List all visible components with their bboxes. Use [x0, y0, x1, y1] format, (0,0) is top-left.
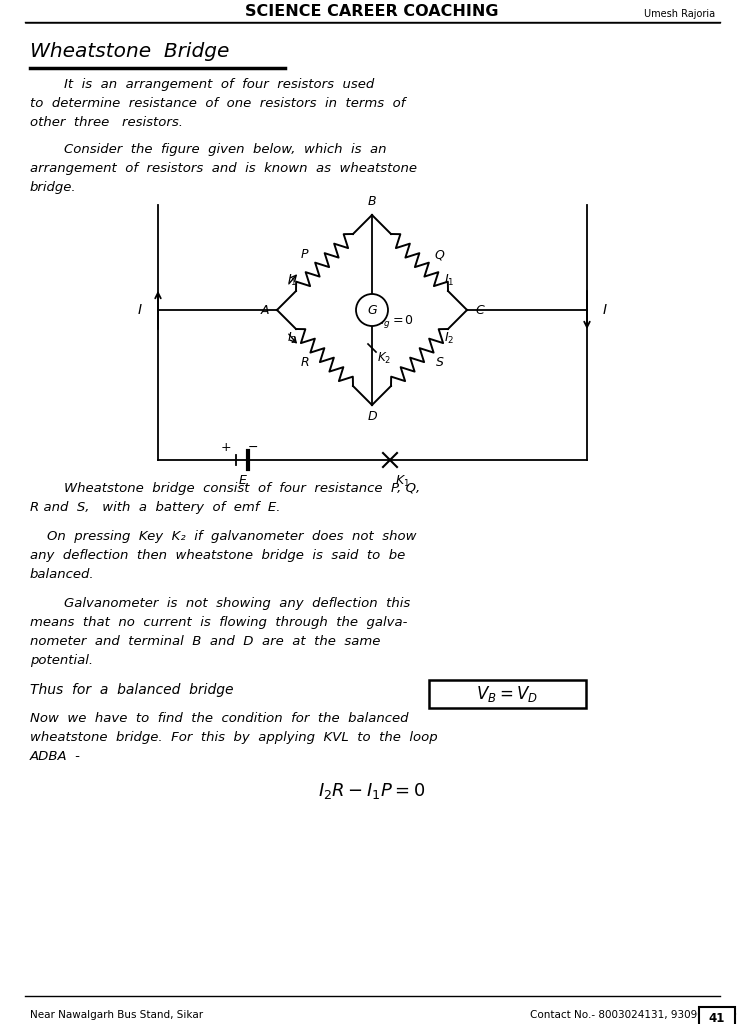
Text: any  deflection  then  wheatstone  bridge  is  said  to  be: any deflection then wheatstone bridge is… [30, 549, 405, 562]
Text: $K_2$: $K_2$ [377, 351, 391, 367]
Circle shape [356, 294, 388, 326]
Text: +: + [221, 441, 231, 454]
Text: SCIENCE CAREER COACHING: SCIENCE CAREER COACHING [245, 4, 498, 19]
Text: wheatstone  bridge.  For  this  by  applying  KVL  to  the  loop: wheatstone bridge. For this by applying … [30, 731, 437, 744]
Text: It  is  an  arrangement  of  four  resistors  used: It is an arrangement of four resistors u… [30, 78, 374, 91]
Text: $I_2$: $I_2$ [444, 331, 454, 345]
Text: E: E [239, 474, 247, 487]
Text: $I_1$: $I_1$ [444, 272, 454, 288]
Text: Contact No.- 8003024131, 9309068859: Contact No.- 8003024131, 9309068859 [530, 1010, 737, 1020]
Text: $V_B  =  V_D$: $V_B = V_D$ [477, 684, 539, 705]
Text: $I_1$: $I_1$ [287, 272, 297, 288]
Text: to  determine  resistance  of  one  resistors  in  terms  of: to determine resistance of one resistors… [30, 97, 405, 110]
Text: nometer  and  terminal  B  and  D  are  at  the  same: nometer and terminal B and D are at the … [30, 635, 381, 648]
Text: Wheatstone  Bridge: Wheatstone Bridge [30, 42, 229, 61]
Text: Consider  the  figure  given  below,  which  is  an: Consider the figure given below, which i… [30, 143, 387, 156]
Text: Galvanometer  is  not  showing  any  deflection  this: Galvanometer is not showing any deflecti… [30, 597, 410, 610]
Text: I: I [138, 303, 142, 317]
Text: Now  we  have  to  find  the  condition  for  the  balanced: Now we have to find the condition for th… [30, 712, 408, 725]
Text: S: S [436, 356, 443, 369]
Text: $I_g = 0$: $I_g = 0$ [380, 313, 414, 331]
Text: P: P [301, 248, 308, 261]
Text: $I_2$: $I_2$ [287, 331, 297, 345]
Text: C: C [475, 303, 484, 316]
Text: means  that  no  current  is  flowing  through  the  galva-: means that no current is flowing through… [30, 616, 408, 629]
Text: other  three   resistors.: other three resistors. [30, 116, 183, 129]
Text: $K_1$: $K_1$ [395, 474, 410, 489]
Text: potential.: potential. [30, 654, 93, 667]
Text: Wheatstone  bridge  consist  of  four  resistance  P, Q,: Wheatstone bridge consist of four resist… [30, 482, 420, 495]
Text: B: B [368, 195, 376, 208]
Text: Umesh Rajoria: Umesh Rajoria [644, 9, 715, 19]
FancyBboxPatch shape [699, 1007, 735, 1024]
Text: G: G [367, 303, 377, 316]
Text: −: − [248, 441, 259, 454]
Text: Near Nawalgarh Bus Stand, Sikar: Near Nawalgarh Bus Stand, Sikar [30, 1010, 203, 1020]
Text: R and  S,   with  a  battery  of  emf  E.: R and S, with a battery of emf E. [30, 501, 281, 514]
Text: arrangement  of  resistors  and  is  known  as  wheatstone: arrangement of resistors and is known as… [30, 162, 417, 175]
FancyBboxPatch shape [429, 680, 586, 708]
Text: $I_2R - I_1P = 0$: $I_2R - I_1P = 0$ [318, 781, 425, 801]
Text: R: R [300, 356, 309, 369]
Text: I: I [603, 303, 607, 317]
Text: 41: 41 [708, 1013, 725, 1024]
Text: D: D [367, 410, 377, 423]
Text: ADBA  -: ADBA - [30, 750, 81, 763]
Text: bridge.: bridge. [30, 181, 77, 194]
Text: Thus  for  a  balanced  bridge: Thus for a balanced bridge [30, 683, 233, 697]
Text: balanced.: balanced. [30, 568, 95, 581]
Text: A: A [261, 303, 269, 316]
Text: Q: Q [434, 248, 445, 261]
Text: On  pressing  Key  K₂  if  galvanometer  does  not  show: On pressing Key K₂ if galvanometer does … [30, 530, 416, 543]
